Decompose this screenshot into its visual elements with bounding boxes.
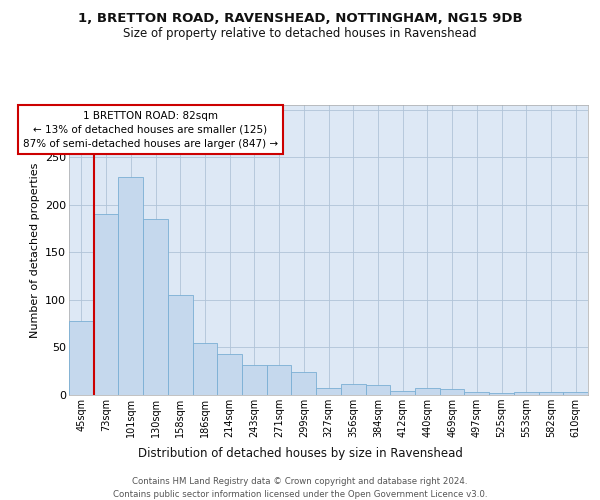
- Bar: [365, 384, 390, 395]
- Bar: [118, 178, 143, 395]
- Bar: [563, 392, 588, 395]
- Bar: [168, 295, 193, 395]
- Bar: [193, 342, 217, 395]
- Bar: [292, 372, 316, 395]
- Bar: [143, 219, 168, 395]
- Bar: [514, 392, 539, 395]
- Bar: [217, 354, 242, 395]
- Bar: [539, 392, 563, 395]
- Bar: [489, 393, 514, 395]
- Bar: [464, 392, 489, 395]
- Bar: [440, 390, 464, 395]
- Text: Contains HM Land Registry data © Crown copyright and database right 2024.: Contains HM Land Registry data © Crown c…: [132, 478, 468, 486]
- Bar: [94, 214, 118, 395]
- Text: Distribution of detached houses by size in Ravenshead: Distribution of detached houses by size …: [137, 448, 463, 460]
- Text: 1 BRETTON ROAD: 82sqm
← 13% of detached houses are smaller (125)
87% of semi-det: 1 BRETTON ROAD: 82sqm ← 13% of detached …: [23, 110, 278, 148]
- Bar: [316, 388, 341, 395]
- Bar: [69, 321, 94, 395]
- Bar: [415, 388, 440, 395]
- Y-axis label: Number of detached properties: Number of detached properties: [29, 162, 40, 338]
- Bar: [390, 391, 415, 395]
- Text: 1, BRETTON ROAD, RAVENSHEAD, NOTTINGHAM, NG15 9DB: 1, BRETTON ROAD, RAVENSHEAD, NOTTINGHAM,…: [77, 12, 523, 26]
- Text: Size of property relative to detached houses in Ravenshead: Size of property relative to detached ho…: [123, 28, 477, 40]
- Bar: [341, 384, 365, 395]
- Bar: [267, 364, 292, 395]
- Text: Contains public sector information licensed under the Open Government Licence v3: Contains public sector information licen…: [113, 490, 487, 499]
- Bar: [242, 364, 267, 395]
